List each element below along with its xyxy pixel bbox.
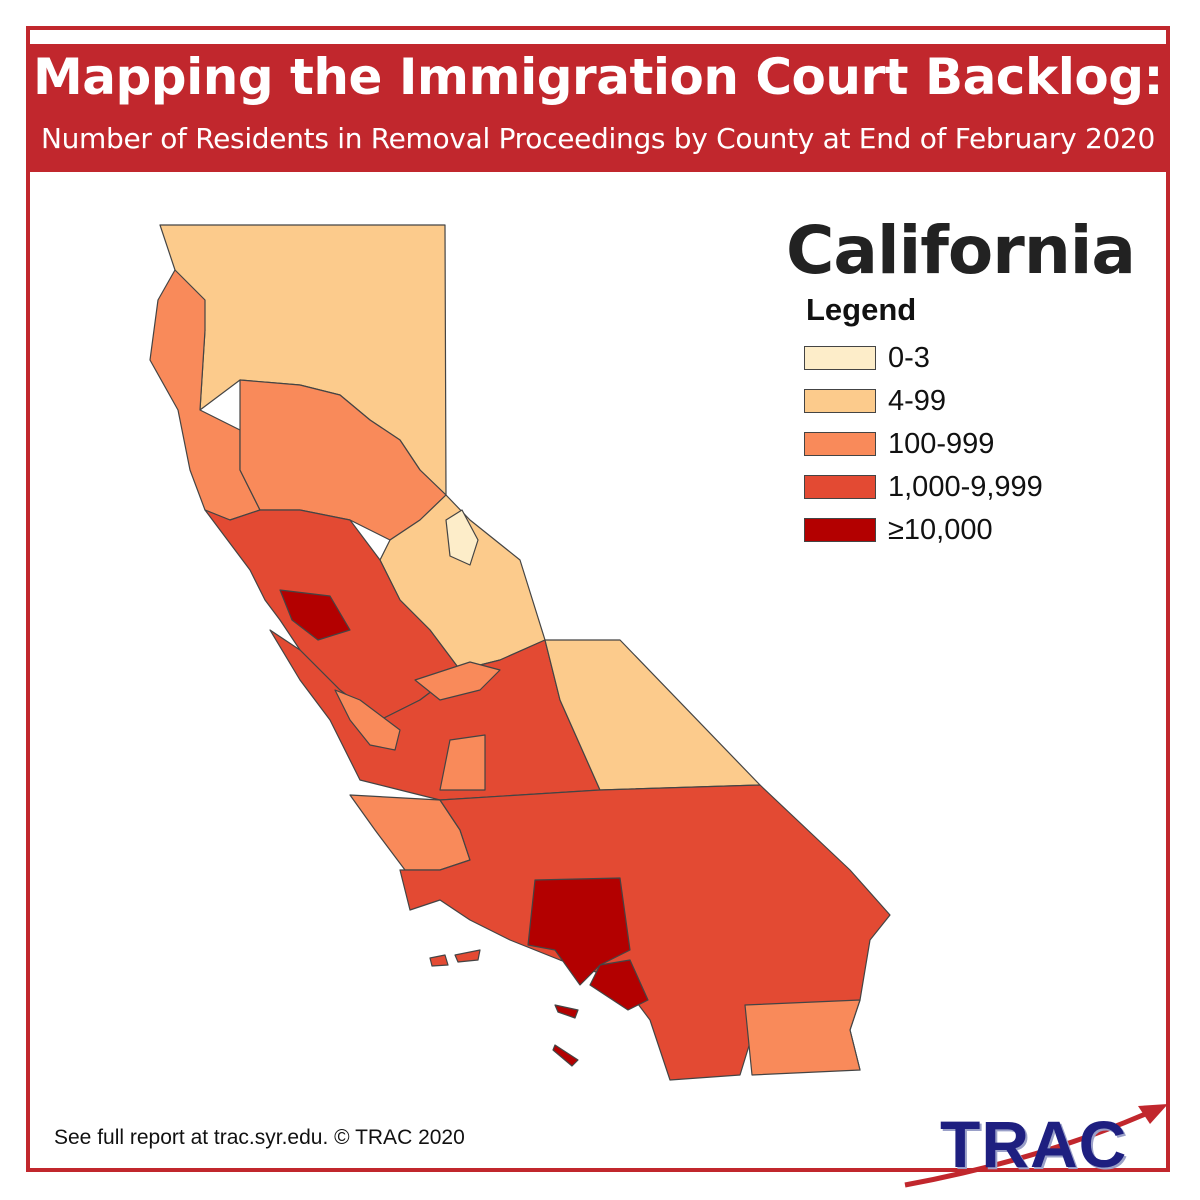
county-region-mariposa (414, 661, 501, 701)
county-orange (589, 959, 649, 1011)
trac-logo: TRAC (940, 1107, 1128, 1181)
county-region-kings (439, 734, 486, 791)
county-region-san-benito (334, 689, 401, 751)
legend-title: Legend (806, 292, 917, 327)
state-name: California (786, 212, 1136, 289)
logo-arrow-icon (904, 1109, 1151, 1188)
island-santa-rosa (454, 949, 481, 963)
legend-swatch (804, 346, 876, 370)
legend-swatch (804, 389, 876, 413)
footer-note: See full report at trac.syr.edu. © TRAC … (54, 1126, 465, 1149)
county-alpine (445, 509, 479, 566)
logo-arrowhead-icon (1138, 1104, 1168, 1124)
legend-label: 100-999 (888, 428, 995, 460)
county-region-bay-core (279, 589, 351, 641)
island-santa-cruz (429, 954, 449, 967)
page-frame (26, 26, 1170, 1172)
legend-label: 1,000-9,999 (888, 471, 1043, 503)
legend-label: 0-3 (888, 342, 930, 374)
title-banner: Mapping the Immigration Court Backlog: N… (30, 44, 1166, 172)
legend-label: ≥10,000 (888, 514, 993, 546)
page-title: Mapping the Immigration Court Backlog: (33, 48, 1163, 106)
county-los-angeles (527, 877, 631, 986)
legend-swatch (804, 475, 876, 499)
legend-swatch (804, 518, 876, 542)
island-catalina (554, 1004, 579, 1019)
page-subtitle: Number of Residents in Removal Proceedin… (40, 122, 1156, 155)
legend-swatch (804, 432, 876, 456)
island-san-clemente (552, 1044, 579, 1067)
legend-label: 4-99 (888, 385, 947, 417)
county-imperial (744, 999, 861, 1076)
